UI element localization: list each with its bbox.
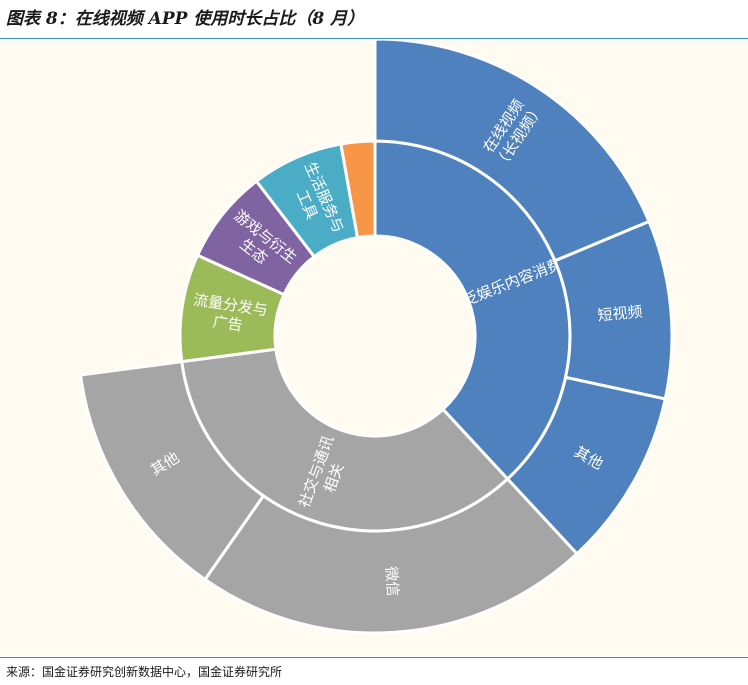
outer-slice-0-0 — [373, 37, 651, 263]
figure-title: 图表 8：在线视频 APP 使用时长占比（8 月） — [6, 9, 365, 29]
inner-slice-2-label-line: 广告 — [212, 312, 244, 334]
outer-slice-1-0-label: 微信 — [382, 566, 402, 597]
outer-slice-0-1-label-line: 短视频 — [597, 303, 643, 325]
chart-area: 泛娱乐内容消费 在线视频 （长视频） 短视频 其他 社交与通讯 相关 微信 其他 流量分发与 广告游… — [0, 37, 748, 656]
outer-slice-1-0 — [203, 477, 579, 635]
outer-slice-1-0-label-line: 微信 — [382, 566, 402, 597]
source-rule — [0, 657, 748, 658]
outer-slice-0-1-label: 短视频 — [597, 303, 643, 325]
outer-slice-1-1 — [79, 360, 265, 582]
inner-slice-5 — [339, 139, 377, 240]
source-note: 来源：国金证券研究创新数据中心，国金证券研究所 — [6, 665, 283, 679]
sunburst-chart: 泛娱乐内容消费在线视频（长视频）短视频其他社交与通讯相关微信其他流量分发与广告游… — [79, 37, 674, 635]
